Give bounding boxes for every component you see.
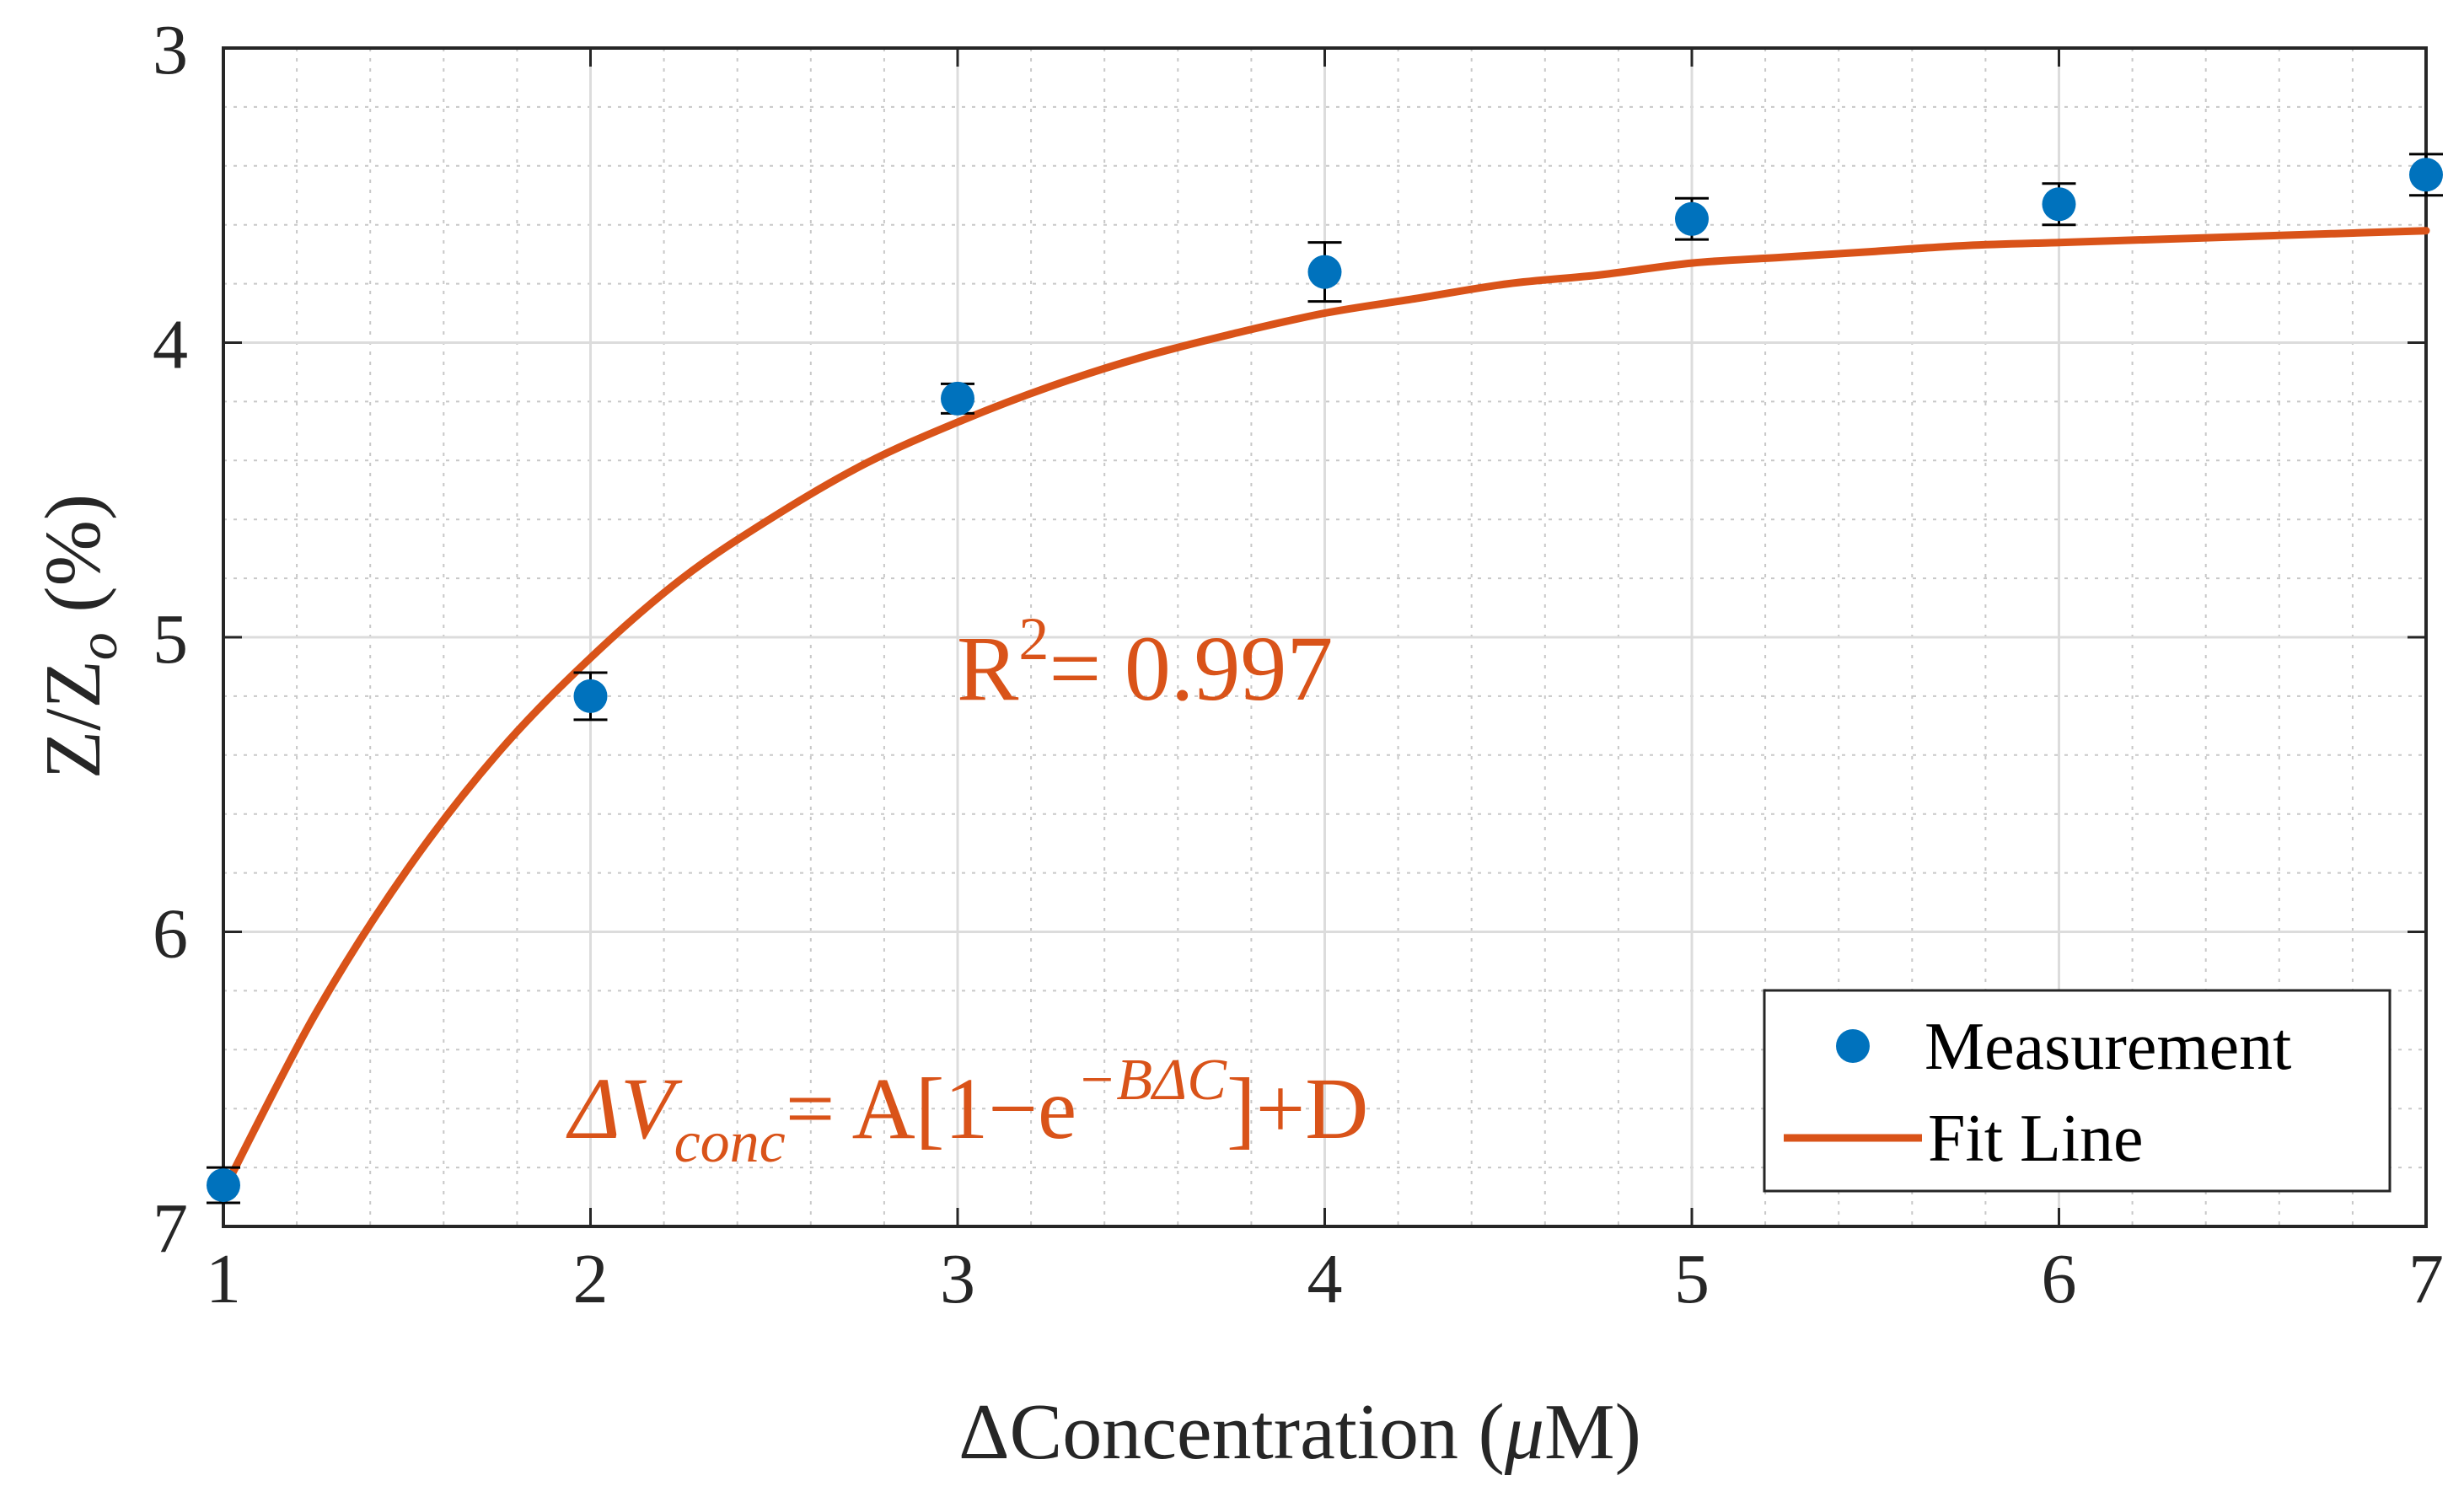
x-tick-label: 1 — [206, 1240, 241, 1318]
y-tick-label: 6 — [153, 895, 188, 974]
y-tick-label: 5 — [153, 600, 188, 679]
measurement-point — [573, 679, 608, 713]
fit-equation: ΔVconc= A[1−e−BΔC]+D — [566, 1048, 1368, 1175]
equation-lhs-subscript: conc — [674, 1110, 786, 1175]
x-label-delta: Δ — [958, 1388, 1009, 1476]
y-label-unit: (%) — [30, 494, 117, 632]
x-label-mu: μ — [1504, 1388, 1544, 1476]
r2-value: = 0.997 — [1049, 617, 1333, 720]
y-label-main: Z/Z — [30, 660, 117, 779]
r2-superscript: 2 — [1018, 605, 1049, 673]
axis-ticks — [222, 46, 2428, 1228]
legend-box — [1763, 989, 2392, 1193]
x-label-unit: M) — [1544, 1388, 1641, 1476]
x-tick-label: 4 — [1307, 1240, 1343, 1318]
y-tick-label: 7 — [153, 1189, 188, 1268]
r2-prefix: R — [957, 617, 1019, 720]
x-label-main: Concentration ( — [1010, 1388, 1505, 1476]
measurement-points — [207, 158, 2443, 1203]
measurement-point — [941, 381, 974, 416]
equation-lhs: ΔV — [566, 1060, 683, 1157]
x-tick-label: 7 — [2408, 1240, 2444, 1318]
measurement-point — [1675, 201, 1709, 236]
y-tick-label: 3 — [153, 11, 188, 89]
measurement-point — [2042, 187, 2076, 222]
equation-exponent: −BΔC — [1076, 1048, 1227, 1113]
x-tick-label: 2 — [573, 1240, 609, 1318]
x-tick-label: 5 — [1674, 1240, 1710, 1318]
y-label-subscript: o — [67, 632, 129, 660]
y-axis-label: Z/Zo (%) — [30, 494, 129, 779]
equation-middle: = A[1−e — [786, 1060, 1076, 1157]
y-tick-labels: 3 4 5 6 7 — [153, 11, 188, 1268]
measurement-point — [1307, 255, 1342, 289]
x-axis-label: ΔConcentration (μM) — [958, 1388, 1641, 1476]
x-tick-label: 3 — [940, 1240, 975, 1318]
x-tick-label: 6 — [2042, 1240, 2077, 1318]
legend-measurement-label: Measurement — [1924, 1010, 2291, 1084]
legend-fit-line-label: Fit Line — [1928, 1102, 2144, 1176]
measurement-point — [207, 1168, 240, 1203]
x-tick-labels: 1 2 3 4 5 6 7 — [206, 1240, 2444, 1318]
legend: Measurement Fit Line — [1763, 989, 2392, 1193]
measurement-point — [2409, 158, 2443, 192]
fit-line — [219, 227, 2430, 1195]
y-tick-label: 4 — [153, 306, 188, 384]
r-squared-annotation: R2= 0.997 — [957, 605, 1333, 720]
equation-end: ]+D — [1227, 1060, 1368, 1157]
legend-measurement-marker — [1836, 1029, 1870, 1063]
